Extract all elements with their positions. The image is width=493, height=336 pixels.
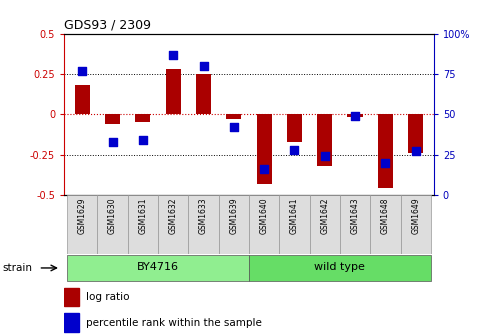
Point (351, 113, 359, 119)
Bar (378, 114, 393, 188)
Bar (64, 288, 79, 306)
Point (169, 52, 177, 57)
Point (200, 63, 208, 69)
Point (230, 124, 238, 130)
Bar (340, 195, 370, 254)
Bar (317, 114, 332, 166)
Bar (226, 114, 242, 119)
Bar (98, 195, 128, 254)
Bar (196, 74, 211, 114)
Bar (310, 195, 340, 254)
Bar (64, 313, 79, 332)
Point (321, 154, 329, 159)
Bar (158, 195, 188, 254)
Text: GSM1639: GSM1639 (229, 198, 238, 235)
Text: wild type: wild type (315, 262, 365, 272)
Bar (219, 195, 249, 254)
Text: GSM1630: GSM1630 (108, 198, 117, 235)
Text: GSM1640: GSM1640 (260, 198, 269, 235)
Bar (279, 195, 310, 254)
Bar (67, 255, 249, 281)
Text: GSM1642: GSM1642 (320, 198, 329, 234)
Point (290, 147, 298, 153)
Bar (128, 195, 158, 254)
Text: strain: strain (2, 263, 33, 273)
Text: GSM1629: GSM1629 (78, 198, 87, 234)
Text: GSM1648: GSM1648 (381, 198, 390, 234)
Bar (370, 195, 400, 254)
Bar (256, 114, 272, 183)
Text: BY4716: BY4716 (137, 262, 179, 272)
Text: percentile rank within the sample: percentile rank within the sample (86, 318, 262, 328)
Bar (188, 195, 219, 254)
Point (78, 68, 86, 73)
Point (412, 149, 420, 154)
Text: GSM1641: GSM1641 (290, 198, 299, 234)
Bar (287, 114, 302, 142)
Text: GSM1643: GSM1643 (351, 198, 359, 235)
Bar (135, 114, 150, 122)
Text: GSM1632: GSM1632 (169, 198, 177, 234)
Point (139, 137, 147, 143)
Bar (408, 114, 423, 153)
Bar (249, 255, 431, 281)
Bar (67, 195, 98, 254)
Point (260, 166, 268, 172)
Bar (75, 85, 90, 114)
Bar (249, 195, 279, 254)
Bar (105, 114, 120, 124)
Bar (166, 69, 181, 114)
Text: GDS93 / 2309: GDS93 / 2309 (64, 18, 151, 31)
Text: log ratio: log ratio (86, 292, 130, 302)
Text: GSM1649: GSM1649 (411, 198, 420, 235)
Bar (400, 195, 431, 254)
Bar (348, 114, 363, 118)
Point (108, 139, 116, 144)
Text: GSM1631: GSM1631 (139, 198, 147, 234)
Point (382, 160, 389, 165)
Text: GSM1633: GSM1633 (199, 198, 208, 235)
